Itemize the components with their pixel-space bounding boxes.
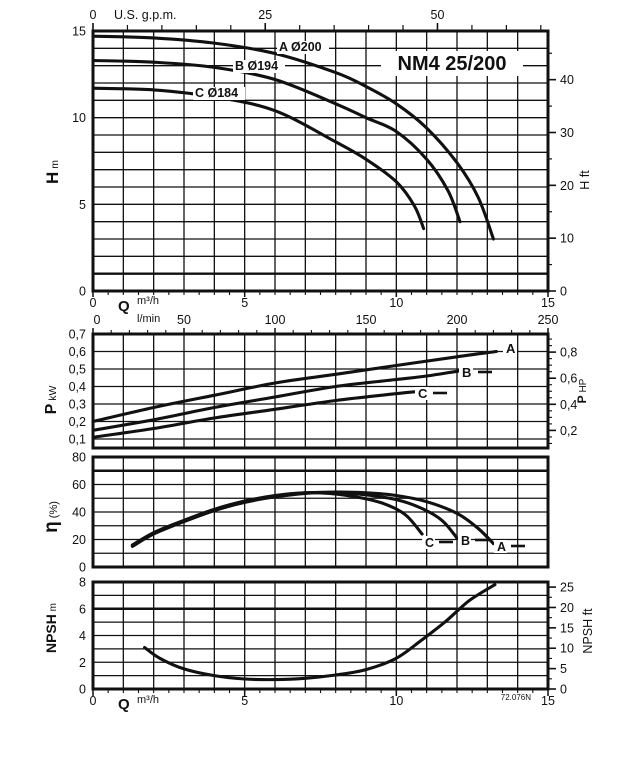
php-tick-label: 0,4 (560, 398, 577, 412)
npsh-ytick-label: 6 (79, 602, 86, 616)
hft-axis-label: H ft (578, 170, 592, 190)
power-curve-B (91, 369, 462, 432)
eff-ytick-label: 20 (72, 533, 86, 547)
eff-plot-border (91, 455, 550, 569)
m3h-tick-label: 15 (541, 296, 555, 310)
flow-q-label: Q (118, 298, 130, 315)
eff-label-bg (494, 540, 507, 553)
npshft-tick-label: 25 (560, 581, 574, 595)
power-ytick-label: 0,4 (69, 380, 86, 394)
head-curve-A (91, 34, 495, 241)
bottom-tick-label: 15 (541, 694, 555, 708)
eff-ytick-label: 60 (72, 478, 86, 492)
m3h-tick-label: 0 (90, 296, 97, 310)
power-y-axis-label: P kW (43, 386, 60, 415)
eff-label-bg (458, 534, 471, 547)
hft-tick-label: 10 (560, 232, 574, 246)
power-ytick-label: 0,1 (69, 433, 86, 447)
eff-ytick-label: 40 (72, 506, 86, 520)
hft-tick-label: 30 (560, 126, 574, 140)
head-curve-C (91, 86, 426, 231)
power-series-label-A: A (506, 341, 516, 356)
power-ytick-label: 0,2 (69, 415, 86, 429)
gpm-tick-label: 0 (90, 8, 97, 22)
head-y-axis-label: H m (43, 160, 62, 184)
m3h-tick-label: 5 (241, 296, 248, 310)
npshft-tick-label: 15 (560, 621, 574, 635)
head-curve-B (91, 58, 462, 224)
eff-series-label-B: B (461, 534, 470, 548)
power-ytick-label: 0,3 (69, 398, 86, 412)
bottom-q-label: Q (118, 696, 130, 713)
flow-lmin-label: l/min (137, 313, 160, 325)
power-ytick-label: 0,7 (69, 328, 86, 342)
head-ytick-label: 0 (79, 285, 86, 299)
chart-title: NM4 25/200 (398, 53, 507, 75)
power-label-bg (459, 366, 473, 379)
power-ytick-label: 0,6 (69, 345, 86, 359)
bottom-tick-label: 0 (90, 694, 97, 708)
lmin-tick-label: 150 (356, 313, 377, 327)
npshft-tick-label: 5 (560, 662, 567, 676)
bottom-tick-label: 5 (241, 694, 248, 708)
lmin-tick-label: 100 (265, 313, 286, 327)
gpm-tick-label: 50 (431, 8, 445, 22)
npsh-curve-NPSH (143, 583, 497, 682)
lmin-tick-label: 0 (94, 313, 101, 327)
bottom-tick-label: 10 (389, 694, 403, 708)
gpm-axis-label: U.S. g.p.m. (114, 8, 177, 22)
hft-tick-label: 40 (560, 73, 574, 87)
npsh-y-axis-label: NPSH m (43, 603, 59, 653)
head-series-label-B: B Ø194 (235, 59, 278, 73)
m3h-tick-label: 10 (389, 296, 403, 310)
npshft-tick-label: 20 (560, 601, 574, 615)
npshft-tick-label: 0 (560, 683, 567, 697)
flow-m3h-label: m³/h (137, 295, 159, 307)
lmin-tick-label: 50 (177, 313, 191, 327)
npsh-ytick-label: 2 (79, 656, 86, 670)
php-tick-label: 0,8 (560, 346, 577, 360)
npsh-ytick-label: 4 (79, 629, 86, 643)
npsh-ytick-label: 0 (79, 683, 86, 697)
hft-tick-label: 20 (560, 179, 574, 193)
head-ytick-label: 15 (72, 25, 86, 39)
head-series-label-bg (233, 60, 285, 73)
power-ytick-label: 0,5 (69, 363, 86, 377)
power-label-bg (415, 387, 429, 400)
head-series-label-C: C Ø184 (195, 86, 238, 100)
eff-y-axis-label: η (%) (41, 501, 62, 533)
npsh-ytick-label: 8 (79, 576, 86, 590)
eff-label-bg (422, 536, 435, 549)
power-curve-C (91, 390, 417, 439)
power-curve-A (91, 349, 498, 424)
eff-series-label-C: C (425, 536, 434, 550)
php-axis-label: P HP (575, 378, 589, 403)
head-ytick-label: 5 (79, 198, 86, 212)
bottom-unit-label: m³/h (137, 694, 159, 706)
figure-footnote: 72.076N (501, 693, 531, 702)
power-series-label-C: C (418, 386, 428, 401)
npshft-axis-label: NPSH ft (581, 608, 595, 654)
php-tick-label: 0,6 (560, 372, 577, 386)
php-tick-label: 0,2 (560, 424, 577, 438)
lmin-tick-label: 250 (538, 313, 559, 327)
gpm-tick-label: 25 (258, 8, 272, 22)
eff-ytick-label: 80 (72, 451, 86, 465)
eff-ytick-label: 0 (79, 561, 86, 575)
hft-tick-label: 0 (560, 285, 567, 299)
head-series-label-A: A Ø200 (279, 40, 322, 54)
eff-curve-C (130, 491, 424, 547)
lmin-tick-label: 200 (447, 313, 468, 327)
power-label-bg (503, 342, 517, 355)
eff-series-label-A: A (497, 540, 506, 554)
head-series-label-bg (193, 87, 245, 100)
head-ytick-label: 10 (72, 111, 86, 125)
chart-title-bg (381, 51, 523, 76)
power-series-label-B: B (462, 365, 471, 380)
npshft-tick-label: 10 (560, 642, 574, 656)
head-series-label-bg (277, 41, 329, 54)
